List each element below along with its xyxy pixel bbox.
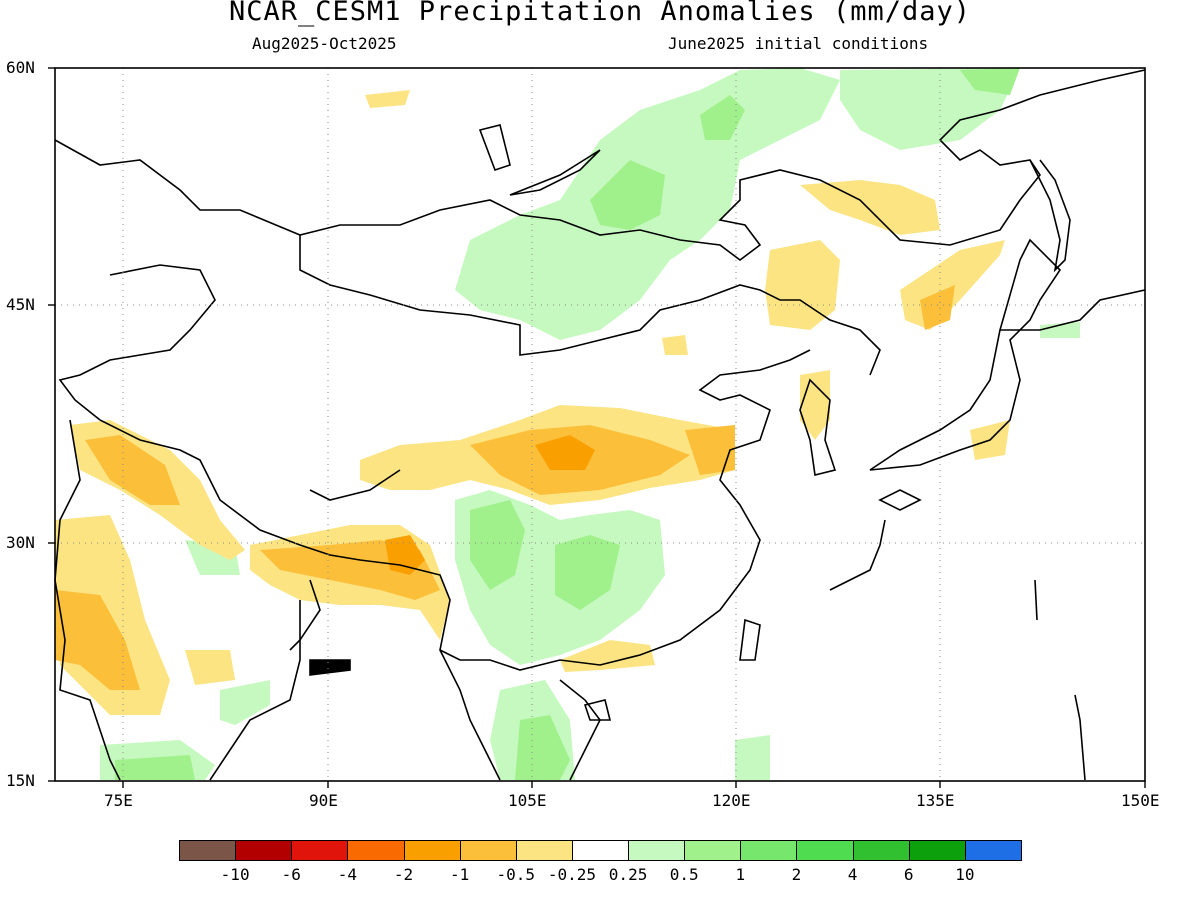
- dry-region-central-india: [185, 650, 235, 685]
- dry-region-korea: [800, 370, 830, 440]
- colorbar-swatch: [291, 840, 349, 861]
- wet-region-philippines: [735, 735, 770, 780]
- colorbar-label: 0.5: [669, 865, 699, 884]
- colorbar-label: 0.25: [608, 865, 648, 884]
- lon-label-135e: 135E: [916, 791, 955, 810]
- map-frame: [54, 67, 1146, 782]
- dry-region-kashmir-mid: [85, 435, 180, 505]
- colorbar-label: 4: [847, 865, 858, 884]
- subtitle-initial-conditions: June2025 initial conditions: [668, 34, 929, 53]
- colorbar-label: 10: [955, 865, 975, 884]
- coastlines-borders: [54, 69, 1146, 781]
- lon-label-75e: 75E: [104, 791, 133, 810]
- dry-region-tibet-core: [535, 435, 595, 470]
- dry-region-small-north: [365, 90, 410, 108]
- wet-region-japan: [1040, 322, 1080, 338]
- colorbar-label: 6: [903, 865, 914, 884]
- colorbar-swatch: [235, 840, 293, 861]
- chart-title: NCAR_CESM1 Precipitation Anomalies (mm/d…: [229, 0, 971, 27]
- dry-region-small-mongolia: [662, 335, 688, 355]
- anomaly-shading: [55, 68, 1080, 780]
- colorbar-swatch: [684, 840, 742, 861]
- colorbar-label: -6: [281, 865, 301, 884]
- colorbar-label: -2: [393, 865, 414, 884]
- dry-region-amur: [800, 180, 940, 235]
- subtitle-period: Aug2025-Oct2025: [252, 34, 397, 53]
- colorbar-swatch: [459, 840, 517, 861]
- wet-region-bay: [220, 680, 270, 725]
- colorbar-swatch: [964, 840, 1022, 861]
- dry-region-south-china: [560, 640, 655, 672]
- dry-region-manchuria: [765, 240, 840, 330]
- lon-label-105e: 105E: [508, 791, 547, 810]
- colorbar-label: -10: [220, 865, 250, 884]
- colorbar: [179, 840, 1022, 861]
- wet-region-northeast-core: [960, 68, 1020, 95]
- colorbar-label: -0.25: [547, 865, 597, 884]
- wet-region-central-core: [555, 535, 620, 610]
- colorbar-label: -0.5: [496, 865, 536, 884]
- colorbar-label: 2: [791, 865, 802, 884]
- lon-label-150e: 150E: [1121, 791, 1160, 810]
- wet-region-siberia-core: [590, 160, 665, 230]
- graticule: [55, 68, 1145, 781]
- wet-region-india-south-core: [115, 755, 195, 780]
- wet-region-north: [700, 95, 745, 140]
- dry-region-primorye: [900, 240, 1005, 330]
- colorbar-swatch: [347, 840, 405, 861]
- wet-region-sichuan-core: [470, 500, 525, 590]
- colorbar-swatch: [908, 840, 966, 861]
- colorbar-swatch: [852, 840, 910, 861]
- colorbar-swatch: [740, 840, 798, 861]
- colorbar-swatch: [179, 840, 237, 861]
- lon-label-90e: 90E: [309, 791, 338, 810]
- lat-label-30n: 30N: [6, 533, 35, 552]
- colorbar-swatch: [515, 840, 573, 861]
- colorbar-swatch: [796, 840, 854, 861]
- colorbar-swatch: [628, 840, 686, 861]
- wet-region-indochina-core: [515, 715, 570, 780]
- dry-region-primorye-core: [920, 285, 955, 330]
- dry-region-east-tibet: [685, 425, 735, 475]
- lat-label-45n: 45N: [6, 295, 35, 314]
- lat-label-60n: 60N: [6, 58, 35, 77]
- colorbar-label: 1: [735, 865, 746, 884]
- axis-ticks: [48, 67, 1146, 788]
- colorbar-label: -1: [450, 865, 470, 884]
- lon-label-120e: 120E: [712, 791, 751, 810]
- dry-region-west-india-mid: [55, 590, 140, 690]
- colorbar-swatch: [571, 840, 630, 861]
- colorbar-swatch: [403, 840, 461, 861]
- lat-label-15n: 15N: [6, 771, 35, 790]
- colorbar-label: -4: [337, 865, 358, 884]
